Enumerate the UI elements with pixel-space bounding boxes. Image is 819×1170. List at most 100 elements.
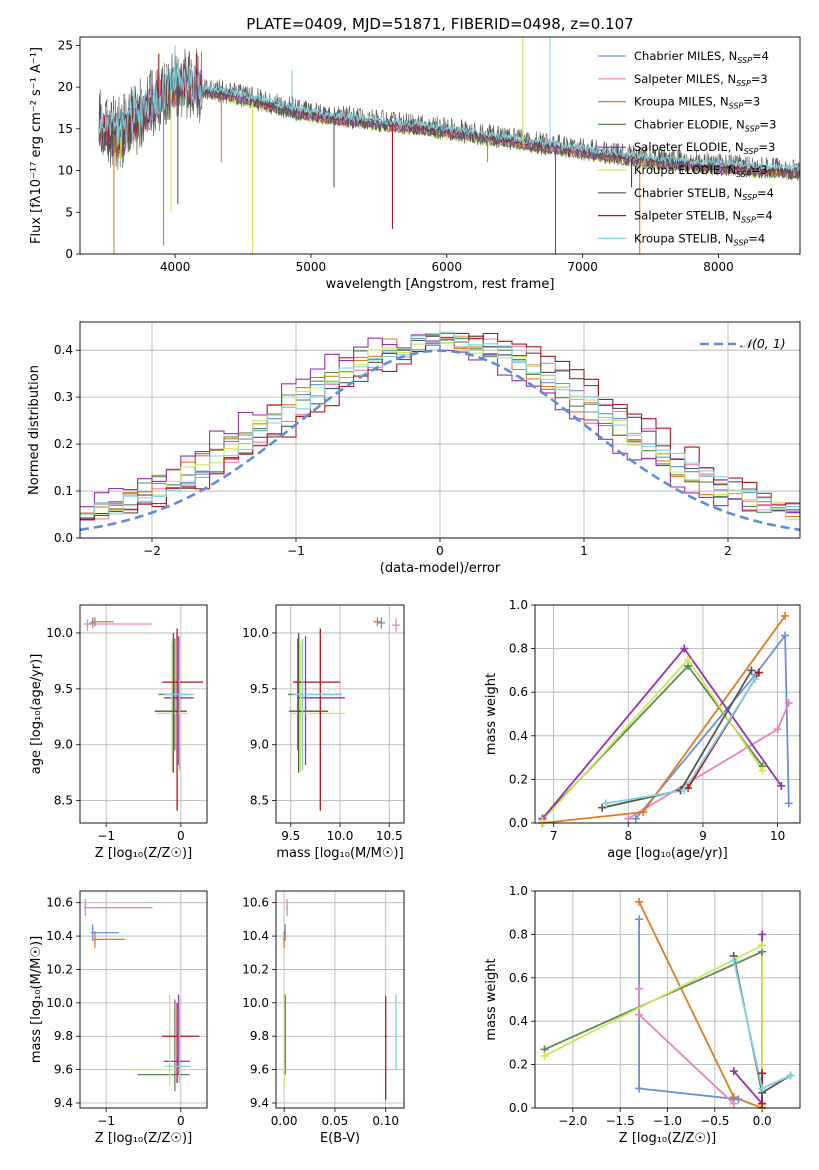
- weight-line-chabrier-miles: [638, 919, 739, 1101]
- axes-frame: [79, 890, 208, 1109]
- y-tick-label: 9.4: [54, 1096, 73, 1110]
- legend-label-chabrier-elodie: Chabrier ELODIE, NSSP=3: [634, 117, 776, 133]
- weight-line-salpeter-elodie: [733, 934, 763, 1107]
- x-tick-label: 0: [177, 1114, 185, 1128]
- weight-marker-chabrier-miles: [635, 1084, 644, 1093]
- panel-age-weight: 7 8 9 10 0.0 0.2 0.4 0.6 0.8 1.0 age [log₁₀(age/yr…: [484, 598, 801, 861]
- weight-marker-salpeter-stelib: [758, 1099, 767, 1108]
- plot-area: [83, 899, 200, 1092]
- weight-marker-kroupa-stelib: [601, 799, 610, 808]
- legend-label-salpeter-miles: Salpeter MILES, NSSP=3: [634, 72, 768, 88]
- weight-marker-salpeter-elodie: [758, 930, 767, 939]
- x-axis-label: Z [log₁₀(Z/Z☉)]: [619, 1131, 716, 1146]
- y-tick-label: 9.0: [250, 738, 269, 752]
- x-tick-label: 7: [550, 829, 558, 843]
- x-tick-label: −1.5: [606, 1114, 635, 1128]
- weight-marker-salpeter-stelib: [754, 668, 763, 677]
- legend-label-chabrier-miles: Chabrier MILES, NSSP=4: [634, 49, 769, 65]
- weight-marker-kroupa-elodie: [538, 816, 547, 825]
- y-tick-label: 9.6: [54, 1063, 73, 1077]
- legend-label-kroupa-stelib: Kroupa STELIB, NSSP=4: [634, 231, 765, 247]
- y-tick-label: 0.0: [509, 816, 528, 830]
- x-tick-label: −2: [143, 544, 161, 558]
- y-tick-label: 0.3: [54, 390, 73, 404]
- axes-frame: [79, 36, 801, 255]
- x-tick-label: 8: [624, 829, 632, 843]
- axes-frame: [534, 604, 801, 824]
- plot-area: [80, 331, 800, 532]
- y-tick-label: 8.5: [250, 794, 269, 808]
- y-axis-label: Normed distribution: [27, 365, 42, 495]
- weight-marker-kroupa-stelib: [758, 1084, 767, 1093]
- x-tick-label: 10.5: [376, 829, 403, 843]
- y-tick-label: 10.6: [242, 896, 269, 910]
- x-axis-label: mass [log₁₀(M/M☉)]: [276, 846, 403, 861]
- y-tick-label: 10: [58, 164, 73, 178]
- y-tick-label: 10.0: [242, 626, 269, 640]
- x-axis-label: age [log₁₀(age/yr)]: [607, 846, 728, 861]
- weight-marker-chabrier-miles: [784, 799, 793, 808]
- y-tick-label: 0.4: [509, 729, 528, 743]
- y-tick-label: 9.5: [250, 682, 269, 696]
- normal-reference-curve: [80, 349, 800, 532]
- x-axis-label: Z [log₁₀(Z/Z☉)]: [95, 846, 192, 861]
- weight-line-chabrier-miles: [635, 632, 790, 820]
- weight-marker-kroupa-elodie: [758, 941, 767, 950]
- plot-area: [283, 899, 397, 1100]
- spectrum-legend: Chabrier MILES, NSSP=4 Salpeter MILES, NS…: [598, 49, 776, 247]
- weight-marker-chabrier-miles: [781, 631, 790, 640]
- weight-marker-chabrier-miles: [635, 915, 644, 924]
- y-tick-label: 9.6: [250, 1063, 269, 1077]
- hist-step-kroupa-stelib: [80, 331, 800, 515]
- y-tick-label: 9.8: [54, 1029, 73, 1043]
- weight-marker-kroupa-stelib: [751, 675, 760, 684]
- y-tick-label: 0.4: [509, 1014, 528, 1028]
- legend-label-kroupa-miles: Kroupa MILES, NSSP=3: [634, 95, 760, 111]
- panel-ebv-mass: 0.00 0.05 0.10 9.4 9.6 9.8 10.0 10.2 10.4 10.6 E(B…: [242, 890, 405, 1146]
- weight-line-chabrier-stelib: [602, 669, 753, 809]
- y-tick-label: 9.5: [54, 682, 73, 696]
- weight-line-salpeter-elodie: [541, 647, 783, 820]
- x-axis-label: Z [log₁₀(Z/Z☉)]: [95, 1131, 192, 1146]
- weight-marker-kroupa-miles: [781, 611, 790, 620]
- y-axis-label: mass weight: [484, 673, 499, 755]
- x-tick-label: 0.10: [372, 1114, 399, 1128]
- weight-marker-chabrier-miles: [631, 814, 640, 823]
- y-tick-label: 10.4: [242, 929, 269, 943]
- y-tick-label: 10.2: [46, 962, 73, 976]
- x-tick-label: −1: [287, 544, 305, 558]
- y-tick-label: 0.0: [509, 1101, 528, 1115]
- weight-marker-salpeter-miles: [635, 1010, 644, 1019]
- panel-residuals: −2 −1 0 1 2 0.0 0.1 0.2 0.3 0.4 (data-model)/error…: [27, 321, 801, 576]
- y-tick-label: 0.6: [509, 971, 528, 985]
- y-tick-label: 9.4: [250, 1096, 269, 1110]
- plot-area: [541, 615, 790, 823]
- x-axis-label: E(B-V): [320, 1131, 360, 1146]
- y-tick-label: 0.2: [509, 1058, 528, 1072]
- weight-marker-kroupa-elodie: [758, 766, 767, 775]
- weight-marker-chabrier-stelib: [598, 803, 607, 812]
- x-tick-label: −2.0: [558, 1114, 587, 1128]
- x-tick-label: 9: [699, 829, 707, 843]
- y-tick-label: 0.2: [509, 772, 528, 786]
- legend-label-chabrier-stelib: Chabrier STELIB, NSSP=4: [634, 186, 774, 202]
- spectrum-line-kroupa-stelib: [98, 63, 800, 172]
- y-tick-label: 8.5: [54, 794, 73, 808]
- y-tick-label: 20: [58, 80, 73, 94]
- x-tick-label: 2: [724, 544, 732, 558]
- y-tick-label: 0: [65, 247, 73, 261]
- y-tick-label: 10.0: [46, 626, 73, 640]
- x-tick-label: 0.05: [322, 1114, 349, 1128]
- weight-marker-salpeter-miles: [624, 814, 633, 823]
- y-tick-label: 15: [58, 122, 73, 136]
- x-tick-label: 0: [177, 829, 185, 843]
- y-tick-label: 10.0: [46, 996, 73, 1010]
- y-axis-label: mass weight: [484, 958, 499, 1040]
- x-tick-label: 5000: [296, 260, 327, 274]
- x-tick-label: 1: [580, 544, 588, 558]
- y-tick-label: 25: [58, 38, 73, 52]
- weight-marker-kroupa-stelib: [786, 1071, 795, 1080]
- legend-label-salpeter-elodie: Salpeter ELODIE, NSSP=3: [634, 140, 775, 156]
- y-tick-label: 1.0: [509, 598, 528, 612]
- legend-label-kroupa-elodie: Kroupa ELODIE, NSSP=3: [634, 163, 768, 179]
